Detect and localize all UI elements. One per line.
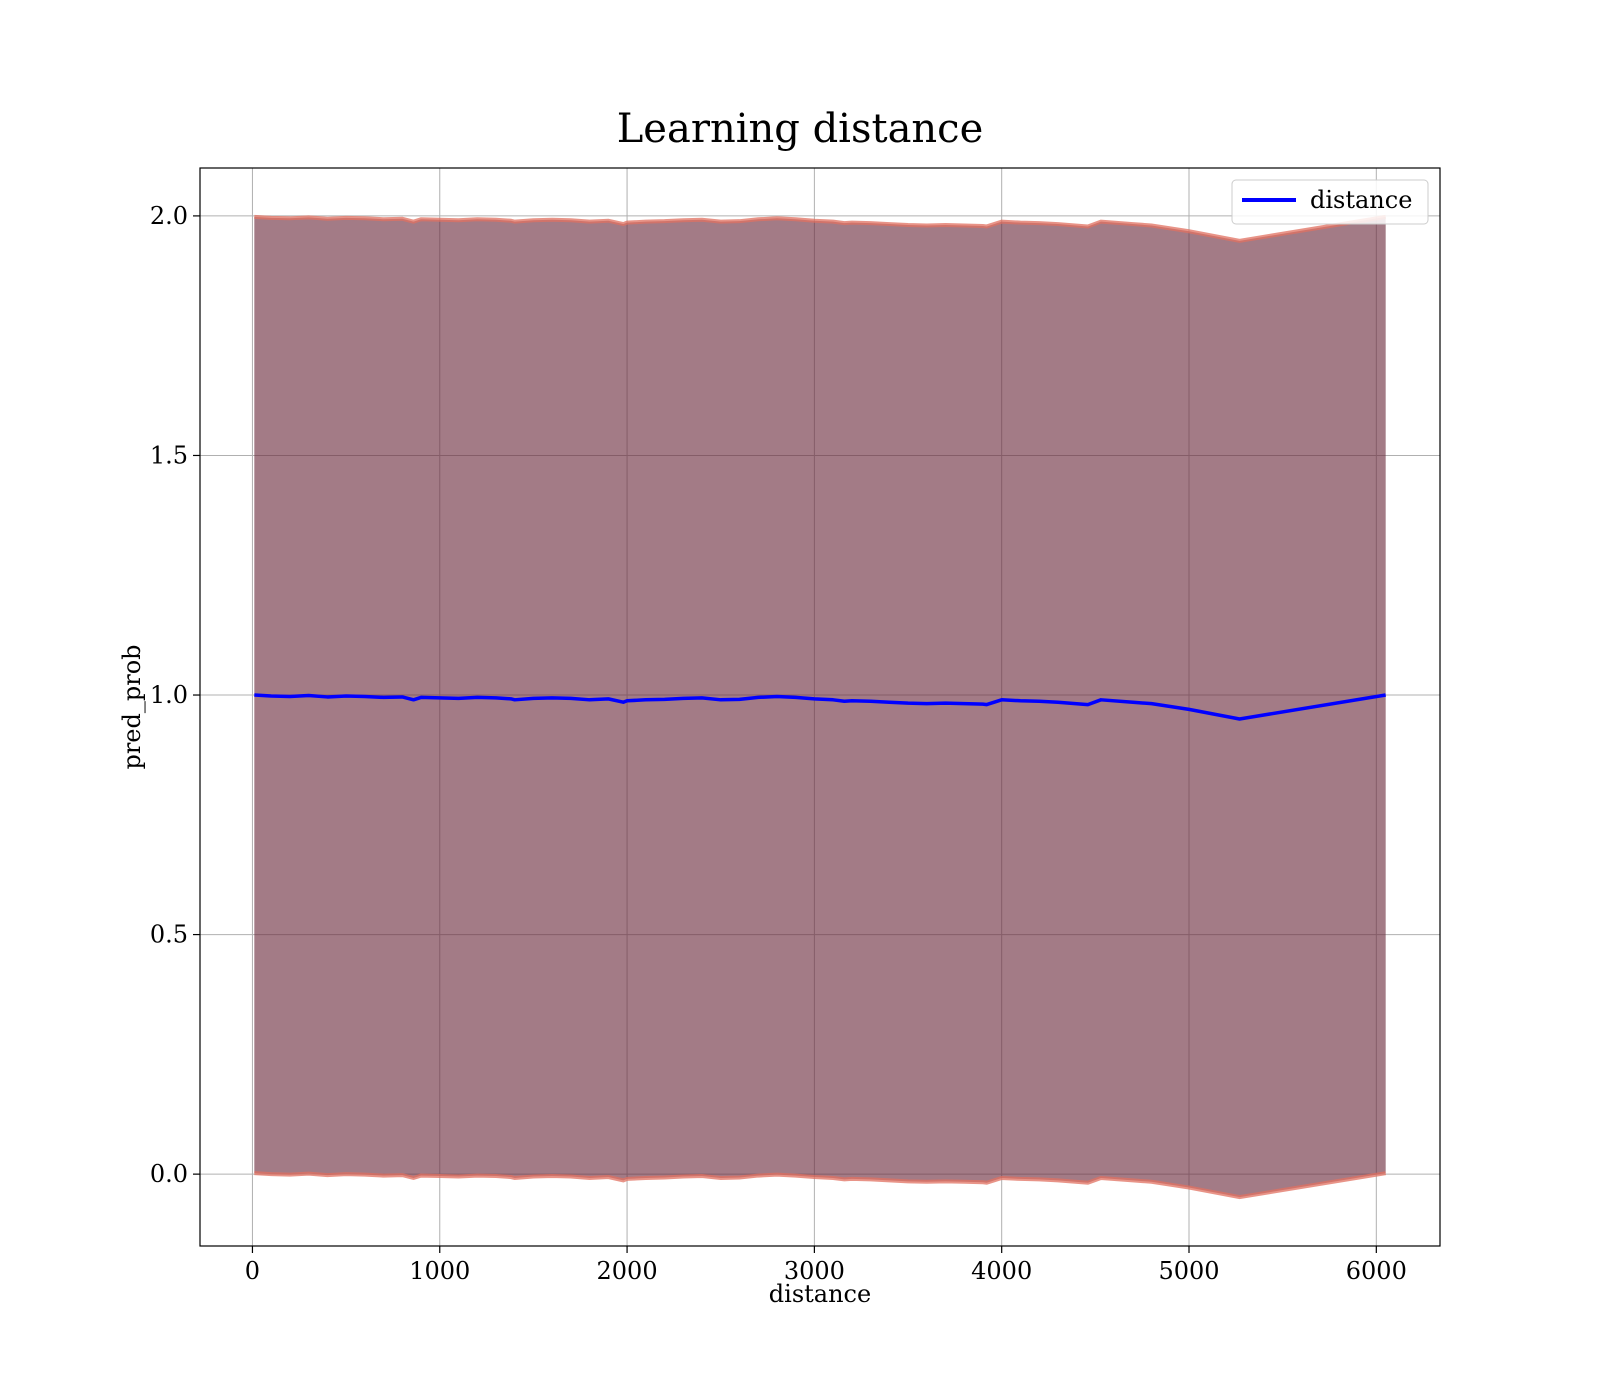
y-tick-label: 0.5 — [150, 921, 188, 949]
x-axis-ticks: 0 1000 2000 3000 4000 5000 6000 — [245, 1246, 1407, 1285]
x-tick-label: 3000 — [784, 1257, 845, 1285]
x-tick-label: 5000 — [1158, 1257, 1219, 1285]
y-tick-label: 2.0 — [150, 202, 188, 230]
confidence-band — [254, 214, 1387, 1200]
legend-label-distance: distance — [1310, 186, 1412, 214]
band-area — [254, 216, 1386, 1198]
legend-box — [1231, 179, 1429, 225]
y-axis-label: pred_prob — [118, 644, 146, 769]
x-tick-label: 1000 — [409, 1257, 470, 1285]
x-tick-label: 0 — [245, 1257, 260, 1285]
x-tick-label: 6000 — [1346, 1257, 1407, 1285]
x-tick-label: 2000 — [597, 1257, 658, 1285]
y-axis-ticks: 0.0 0.5 1.0 1.5 2.0 — [150, 202, 200, 1188]
y-tick-label: 1.0 — [150, 681, 188, 709]
plot-frame — [199, 167, 1441, 1247]
series-lines — [254, 693, 1386, 721]
x-tick-label: 4000 — [971, 1257, 1032, 1285]
legend: distance — [1231, 179, 1429, 225]
series-line-distance — [254, 693, 1386, 721]
y-tick-label: 1.5 — [150, 441, 188, 469]
x-axis-label: distance — [769, 1280, 871, 1308]
band-upper-edge — [254, 214, 1387, 243]
chart-title: Learning distance — [617, 106, 984, 152]
band-lower-edge — [254, 1171, 1387, 1200]
y-tick-label: 0.0 — [150, 1160, 188, 1188]
